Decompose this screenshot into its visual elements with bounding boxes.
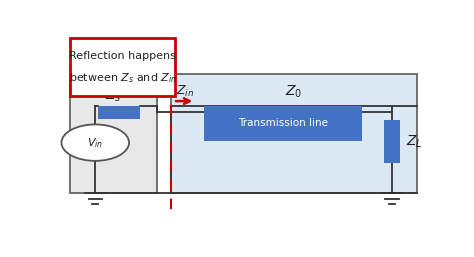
Text: $Z_s$: $Z_s$ bbox=[105, 88, 122, 104]
FancyBboxPatch shape bbox=[70, 74, 156, 193]
FancyBboxPatch shape bbox=[171, 74, 417, 193]
Text: $Z_0$: $Z_0$ bbox=[285, 84, 302, 100]
Text: $Z_L$: $Z_L$ bbox=[406, 133, 423, 150]
Bar bbox=[204, 106, 362, 141]
Text: Reflection happens: Reflection happens bbox=[69, 51, 176, 61]
FancyBboxPatch shape bbox=[70, 38, 175, 96]
Circle shape bbox=[62, 124, 129, 161]
Bar bbox=[384, 120, 400, 163]
Text: $Z_{in}$: $Z_{in}$ bbox=[176, 84, 194, 99]
Text: Transmission line: Transmission line bbox=[238, 118, 328, 128]
Text: $V_{in}$: $V_{in}$ bbox=[87, 136, 103, 150]
Bar bbox=[98, 106, 140, 119]
Text: between $Z_s$ and $Z_{in}$: between $Z_s$ and $Z_{in}$ bbox=[69, 71, 176, 85]
